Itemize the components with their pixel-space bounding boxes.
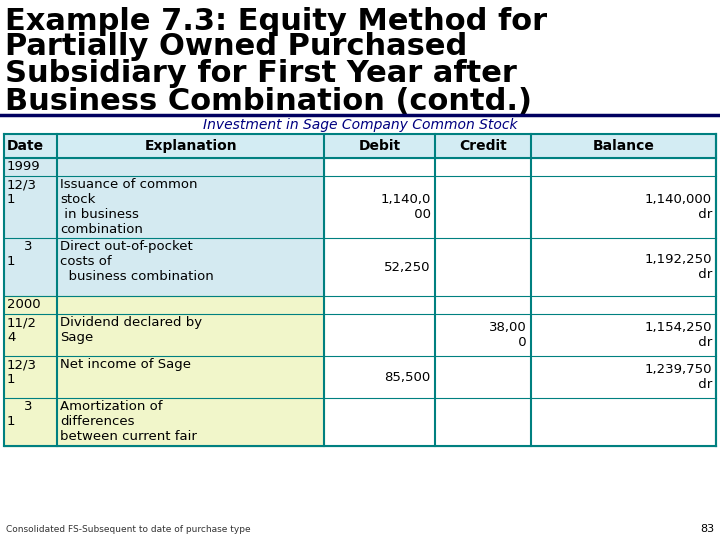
Text: 3
1: 3 1 <box>7 400 32 428</box>
Text: 1,140,0
     00: 1,140,0 00 <box>380 193 431 221</box>
Text: 38,00
     0: 38,00 0 <box>489 321 527 349</box>
Text: Subsidiary for First Year after: Subsidiary for First Year after <box>5 59 517 88</box>
Text: Balance: Balance <box>593 139 654 153</box>
Text: 1,140,000
         dr: 1,140,000 dr <box>645 193 712 221</box>
Text: Investment in Sage Company Common Stock: Investment in Sage Company Common Stock <box>203 118 517 132</box>
Text: 85,500: 85,500 <box>384 370 431 383</box>
Bar <box>4 158 325 296</box>
Text: Dividend declared by
Sage: Dividend declared by Sage <box>60 316 202 344</box>
Text: 11/2
4: 11/2 4 <box>7 316 37 344</box>
Text: 1,154,250
         dr: 1,154,250 dr <box>644 321 712 349</box>
Text: Debit: Debit <box>359 139 400 153</box>
Text: Partially Owned Purchased: Partially Owned Purchased <box>5 32 467 61</box>
Text: 1,192,250
         dr: 1,192,250 dr <box>644 253 712 281</box>
Text: Credit: Credit <box>459 139 507 153</box>
Text: 2000: 2000 <box>7 298 40 311</box>
Text: Business Combination (contd.): Business Combination (contd.) <box>5 87 532 116</box>
Bar <box>4 296 325 446</box>
Text: 12/3
1: 12/3 1 <box>7 178 37 206</box>
Text: Explanation: Explanation <box>145 139 237 153</box>
Text: 1,239,750
         dr: 1,239,750 dr <box>644 363 712 391</box>
Text: Example 7.3: Equity Method for: Example 7.3: Equity Method for <box>5 7 547 36</box>
Bar <box>4 134 716 158</box>
Text: 1999: 1999 <box>7 160 40 173</box>
Text: Consolidated FS-Subsequent to date of purchase type: Consolidated FS-Subsequent to date of pu… <box>6 525 251 534</box>
Text: Direct out-of-pocket
costs of
  business combination: Direct out-of-pocket costs of business c… <box>60 240 214 283</box>
Text: Net income of Sage: Net income of Sage <box>60 358 192 371</box>
Text: 83: 83 <box>700 524 714 534</box>
Text: 3
1: 3 1 <box>7 240 32 268</box>
Text: Issuance of common
stock
 in business
combination: Issuance of common stock in business com… <box>60 178 198 236</box>
Text: 52,250: 52,250 <box>384 260 431 273</box>
Text: 12/3
1: 12/3 1 <box>7 358 37 386</box>
Text: Date: Date <box>7 139 44 153</box>
Text: Amortization of
differences
between current fair: Amortization of differences between curr… <box>60 400 197 443</box>
